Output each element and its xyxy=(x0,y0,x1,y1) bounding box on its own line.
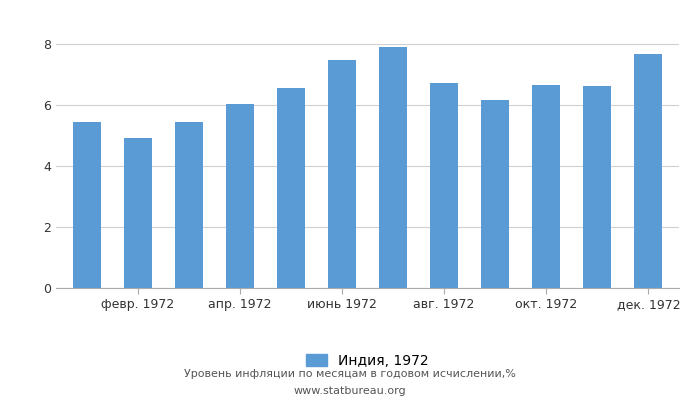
Bar xyxy=(175,122,203,288)
Bar xyxy=(124,138,152,288)
Bar xyxy=(583,86,611,288)
Bar xyxy=(73,122,101,288)
Text: www.statbureau.org: www.statbureau.org xyxy=(294,386,406,396)
Bar xyxy=(226,104,254,288)
Bar xyxy=(430,83,458,288)
Bar xyxy=(532,85,560,288)
Bar xyxy=(481,100,509,288)
Legend: Индия, 1972: Индия, 1972 xyxy=(306,354,429,368)
Bar xyxy=(277,88,305,288)
Bar xyxy=(328,60,356,288)
Bar xyxy=(379,47,407,288)
Text: Уровень инфляции по месяцам в годовом исчислении,%: Уровень инфляции по месяцам в годовом ис… xyxy=(184,369,516,379)
Bar xyxy=(634,54,662,288)
